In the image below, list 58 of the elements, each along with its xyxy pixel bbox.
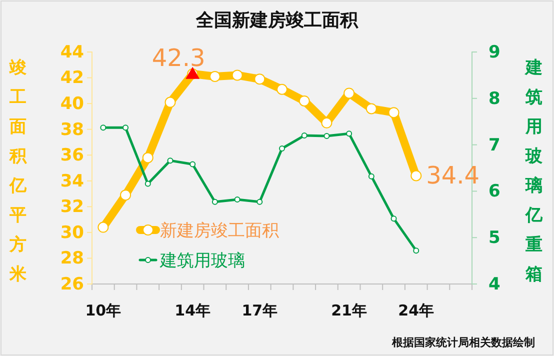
point (410, 170, 422, 182)
y2-axis-title: 建筑用玻璃亿重箱 (524, 58, 544, 284)
x-tick-label: 21年 (331, 302, 367, 320)
y2-tick-label: 9 (488, 42, 500, 62)
point (164, 96, 176, 108)
y-tick-label: 32 (60, 197, 84, 218)
point (321, 117, 332, 128)
point (98, 222, 109, 233)
point (144, 180, 151, 187)
point (256, 198, 263, 205)
point (390, 216, 397, 222)
point (366, 103, 377, 114)
point (122, 124, 129, 131)
chart-title: 全国新建房竣工面积 (195, 10, 359, 31)
text: 根据国家统计局相关数据绘制 (391, 336, 535, 349)
legend-label: 新建房竣工面积 (160, 221, 279, 241)
y-tick-label: 36 (60, 146, 84, 166)
y-tick-label: 30 (60, 222, 84, 243)
point (142, 152, 154, 164)
annotation: 34.4 (426, 162, 480, 190)
point (232, 70, 243, 81)
x-tick-label: 24年 (398, 302, 434, 320)
x-tick-label: 17年 (242, 302, 278, 320)
point (388, 107, 400, 118)
point (120, 190, 132, 201)
y2-tick-label: 8 (488, 88, 500, 109)
y-axis-title: 竣工面积亿平方米 (8, 58, 28, 284)
point (254, 74, 266, 85)
x-tick-label: 10年 (85, 302, 122, 320)
point (344, 88, 355, 99)
point (298, 95, 310, 106)
point (190, 161, 196, 168)
y-tick-label: 28 (60, 248, 84, 269)
point (301, 132, 308, 139)
y2-tick-label: 7 (488, 135, 500, 156)
point (167, 158, 174, 164)
point (212, 198, 218, 205)
x-tick-label: 14年 (174, 302, 211, 320)
y-tick-label: 34 (60, 171, 84, 192)
annotation: 42.3 (152, 44, 206, 72)
point (368, 173, 374, 180)
point (100, 124, 106, 131)
point (234, 196, 240, 203)
point (279, 146, 285, 152)
point (346, 130, 352, 137)
point (276, 84, 288, 95)
legend-label: 建筑用玻璃 (159, 251, 245, 271)
y-tick-label: 42 (60, 68, 84, 88)
point (324, 132, 330, 139)
y2-tick-label: 5 (488, 228, 500, 248)
y-tick-label: 40 (60, 94, 84, 114)
y-tick-label: 38 (60, 120, 84, 140)
point (413, 248, 420, 254)
y2-tick-label: 6 (488, 182, 500, 202)
point (209, 70, 220, 82)
y-tick-label: 44 (60, 42, 84, 62)
y-tick-label: 26 (60, 274, 84, 294)
y2-tick-label: 4 (488, 274, 500, 294)
